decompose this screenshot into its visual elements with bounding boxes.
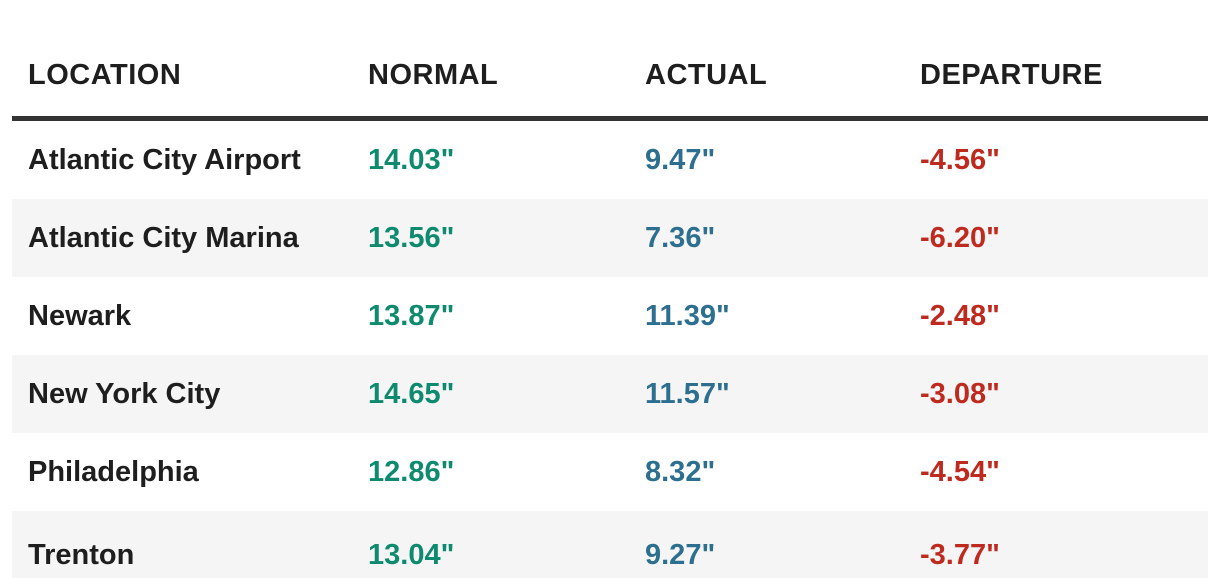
actual-value-cell: 8.32" [645, 455, 716, 488]
normal-value-cell: 14.65" [368, 377, 455, 410]
precipitation-table-container: LOCATION NORMAL ACTUAL DEPARTURE Atlanti… [12, 0, 1208, 578]
departure-value-cell: -6.20" [920, 221, 1000, 254]
location-cell: New York City [28, 377, 221, 410]
departure-value-cell: -3.08" [920, 377, 1000, 410]
table-row: Philadelphia 12.86" 8.32" -4.54" [12, 433, 1208, 511]
precipitation-table: LOCATION NORMAL ACTUAL DEPARTURE Atlanti… [12, 0, 1208, 578]
column-header-normal: NORMAL [352, 0, 629, 121]
normal-value-cell: 13.56" [368, 221, 455, 254]
column-header-departure: DEPARTURE [904, 0, 1208, 121]
location-cell: Newark [28, 299, 132, 332]
actual-value-cell: 11.57" [645, 377, 730, 410]
table-row: New York City 14.65" 11.57" -3.08" [12, 355, 1208, 433]
normal-value-cell: 14.03" [368, 143, 455, 176]
column-header-location: LOCATION [12, 0, 352, 121]
actual-value-cell: 9.47" [645, 143, 716, 176]
actual-value-cell: 7.36" [645, 221, 716, 254]
table-row: Atlantic City Airport 14.03" 9.47" -4.56… [12, 119, 1208, 200]
normal-value-cell: 12.86" [368, 455, 455, 488]
location-cell: Trenton [28, 538, 135, 571]
header-row: LOCATION NORMAL ACTUAL DEPARTURE [12, 0, 1208, 121]
table-row: Atlantic City Marina 13.56" 7.36" -6.20" [12, 199, 1208, 277]
column-header-actual: ACTUAL [629, 0, 904, 121]
actual-value-cell: 11.39" [645, 299, 730, 332]
location-cell: Atlantic City Marina [28, 221, 299, 254]
table-row: Trenton 13.04" 9.27" -3.77" [12, 511, 1208, 578]
table-row: Newark 13.87" 11.39" -2.48" [12, 277, 1208, 355]
location-cell: Philadelphia [28, 455, 199, 488]
departure-value-cell: -4.54" [920, 455, 1000, 488]
normal-value-cell: 13.04" [368, 538, 455, 571]
departure-value-cell: -3.77" [920, 538, 1000, 571]
actual-value-cell: 9.27" [645, 538, 716, 571]
departure-value-cell: -2.48" [920, 299, 1000, 332]
departure-value-cell: -4.56" [920, 143, 1000, 176]
normal-value-cell: 13.87" [368, 299, 455, 332]
location-cell: Atlantic City Airport [28, 143, 301, 176]
